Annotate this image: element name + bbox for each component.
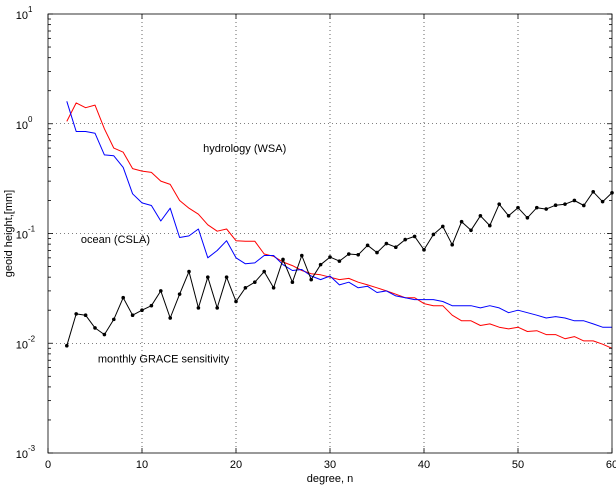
data-point [441, 224, 445, 229]
data-point [234, 299, 238, 304]
data-point [300, 253, 304, 258]
y-tick-base: 10 [16, 120, 28, 132]
data-point [281, 257, 285, 262]
data-point [177, 292, 182, 296]
data-point [403, 237, 408, 242]
data-point [318, 262, 323, 267]
y-tick-base: 10 [16, 449, 28, 461]
data-point [130, 313, 135, 318]
data-point [600, 199, 605, 204]
data-point [525, 216, 530, 220]
data-point [196, 306, 201, 310]
y-tick-exponent: -2 [28, 334, 36, 343]
data-point [384, 241, 389, 246]
data-point [356, 252, 361, 257]
data-point [375, 250, 379, 255]
data-point [102, 332, 107, 337]
data-point [328, 255, 332, 259]
data-point [187, 269, 191, 274]
data-point [337, 259, 342, 263]
data-point [65, 343, 69, 348]
series-line-1 [66, 101, 612, 328]
data-point [149, 303, 154, 308]
data-point [271, 286, 276, 290]
y-tick-base: 10 [16, 230, 28, 242]
data-point [412, 234, 417, 239]
data-point [450, 242, 455, 247]
y-tick-label: 10-1 [16, 225, 36, 242]
data-point [140, 308, 144, 313]
y-tick-exponent: -3 [28, 444, 36, 453]
y-tick-label: 100 [16, 115, 33, 132]
y-tick-base: 10 [16, 339, 28, 351]
x-tick-label: 40 [418, 459, 430, 471]
y-tick-label: 101 [16, 5, 33, 22]
data-point [83, 313, 88, 318]
y-axis-label: geoid height,[mm] [3, 190, 15, 277]
data-point [459, 219, 464, 224]
x-tick-label: 10 [136, 459, 148, 471]
x-tick-label: 20 [230, 459, 242, 471]
axis-ticks [47, 13, 613, 454]
y-tick-exponent: 1 [28, 5, 33, 14]
data-point [478, 213, 483, 218]
y-tick-label: 10-2 [16, 334, 36, 351]
data-point [159, 289, 163, 293]
data-point [572, 198, 577, 203]
data-point [422, 248, 426, 252]
data-point [544, 207, 548, 211]
series-line-0 [66, 102, 613, 349]
data-point [469, 228, 473, 233]
data-point [497, 202, 502, 206]
series-layer [65, 101, 614, 349]
data-point [591, 189, 595, 194]
y-tick-label: 10-3 [16, 444, 36, 461]
data-point [262, 269, 267, 274]
data-point [347, 252, 351, 256]
data-point [516, 205, 520, 210]
annotation-label: ocean (CSLA) [81, 234, 150, 246]
x-tick-label: 30 [324, 459, 336, 471]
data-point [506, 213, 511, 218]
data-point [224, 275, 229, 279]
data-point [394, 245, 398, 250]
annotation-label: hydrology (WSA) [203, 143, 286, 155]
data-point [112, 317, 116, 322]
data-point [365, 243, 370, 248]
x-tick-labels: 0 10 20 30 40 50 60 [45, 459, 616, 471]
data-point [488, 223, 492, 228]
data-point [535, 205, 539, 210]
data-point [215, 306, 219, 310]
data-point [582, 203, 586, 208]
data-point [553, 203, 558, 208]
x-tick-label: 0 [45, 459, 51, 471]
data-point [290, 280, 295, 284]
data-point [563, 202, 567, 206]
data-point [206, 275, 210, 279]
data-point [431, 232, 436, 237]
data-point [74, 312, 78, 316]
annotation-label: monthly GRACE sensitivity [98, 353, 230, 365]
data-point [121, 295, 125, 300]
data-point [253, 280, 257, 284]
x-tick-label: 50 [512, 459, 524, 471]
y-tick-base: 10 [16, 10, 28, 22]
data-point [309, 277, 314, 282]
x-tick-label: 60 [606, 459, 616, 471]
data-point [243, 286, 248, 290]
annotations: hydrology (WSA) ocean (CSLA) monthly GRACE… [81, 143, 286, 365]
y-tick-exponent: 0 [28, 115, 33, 124]
x-axis-label: degree, n [307, 473, 353, 485]
y-tick-exponent: -1 [28, 225, 36, 234]
data-point [93, 326, 97, 330]
data-point [168, 316, 172, 320]
